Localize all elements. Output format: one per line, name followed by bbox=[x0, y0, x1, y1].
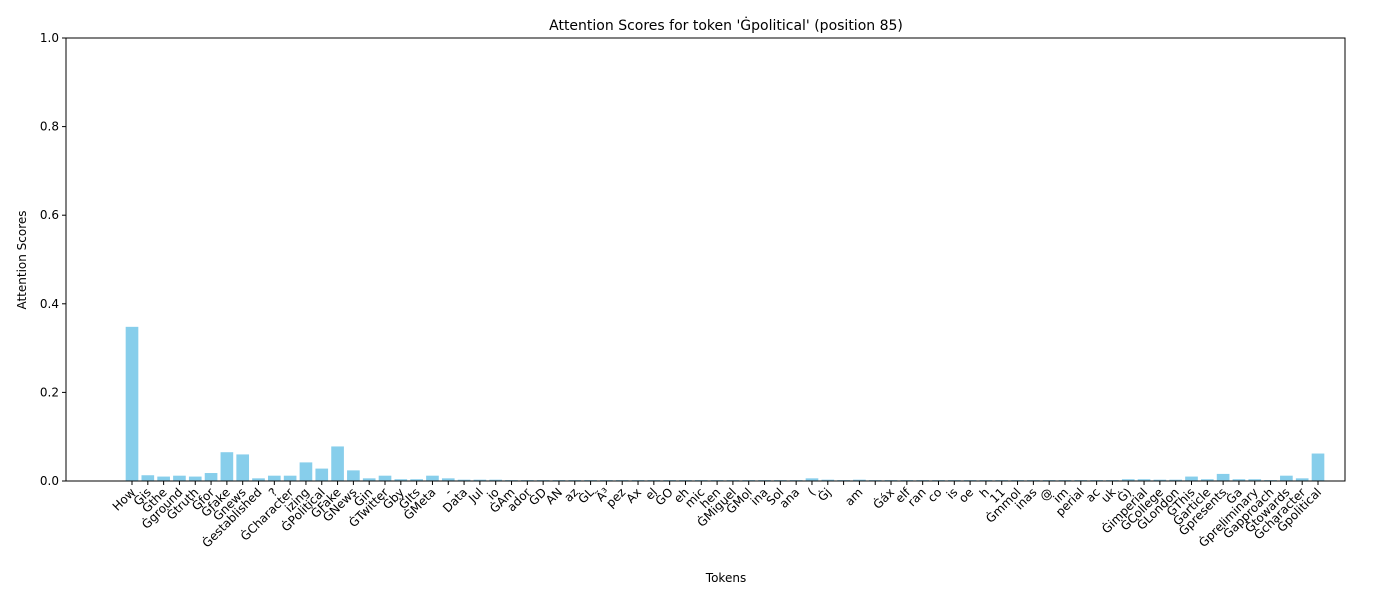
bar bbox=[489, 479, 503, 481]
x-tick-label: am bbox=[842, 485, 865, 508]
bar bbox=[473, 479, 487, 481]
x-tick-label: ran bbox=[905, 485, 929, 509]
x-tick-label: Ax bbox=[623, 485, 644, 506]
bar bbox=[267, 475, 281, 481]
x-tick-label: Ġj bbox=[814, 484, 834, 504]
y-axis-label: Attention Scores bbox=[15, 210, 29, 309]
bar bbox=[1248, 479, 1262, 481]
bar bbox=[805, 478, 819, 481]
bar bbox=[378, 475, 392, 481]
bar bbox=[299, 462, 313, 481]
bar bbox=[1216, 473, 1230, 481]
bar bbox=[220, 452, 234, 481]
bar bbox=[173, 475, 186, 481]
x-tick-label: Ġáx bbox=[869, 484, 897, 512]
bar bbox=[853, 479, 866, 481]
bar bbox=[1280, 475, 1293, 481]
bar bbox=[1311, 453, 1325, 481]
bar bbox=[1121, 479, 1135, 481]
bar bbox=[362, 478, 376, 481]
bar bbox=[141, 475, 155, 481]
bar bbox=[1185, 476, 1198, 481]
x-tick-label: Jul bbox=[465, 485, 486, 506]
bar bbox=[347, 470, 360, 481]
bar bbox=[410, 479, 423, 481]
y-tick-label: 0.4 bbox=[40, 297, 59, 311]
bar bbox=[426, 475, 439, 481]
x-axis-label: Tokens bbox=[705, 571, 746, 585]
bar bbox=[188, 476, 202, 481]
bar bbox=[236, 454, 250, 481]
bar bbox=[331, 446, 344, 481]
bar bbox=[1232, 479, 1246, 481]
bar bbox=[1200, 479, 1214, 481]
bar bbox=[125, 326, 139, 481]
bar bbox=[1153, 479, 1167, 481]
x-tick-label: ana bbox=[777, 485, 803, 511]
bar bbox=[1137, 479, 1151, 481]
x-tick-label: oe bbox=[956, 485, 976, 505]
bar bbox=[315, 468, 329, 481]
bar bbox=[457, 479, 471, 481]
bar bbox=[204, 473, 218, 481]
x-tick-label: co bbox=[925, 485, 945, 505]
bar bbox=[394, 479, 408, 481]
plot-frame bbox=[65, 37, 1346, 482]
chart-title: Attention Scores for token 'Ġpolitical' … bbox=[549, 16, 903, 34]
y-tick-label: 0.0 bbox=[40, 474, 59, 488]
y-tick-label: 0.8 bbox=[40, 120, 59, 134]
bar bbox=[1169, 479, 1183, 481]
y-tick-label: 0.2 bbox=[40, 385, 59, 399]
y-tick-label: 1.0 bbox=[40, 31, 59, 45]
bar bbox=[441, 478, 455, 481]
bar bbox=[1295, 478, 1309, 481]
y-tick-label: 0.6 bbox=[40, 208, 59, 222]
bar bbox=[821, 479, 835, 481]
bar bbox=[157, 476, 170, 481]
bar bbox=[283, 475, 297, 481]
bar bbox=[252, 478, 265, 481]
